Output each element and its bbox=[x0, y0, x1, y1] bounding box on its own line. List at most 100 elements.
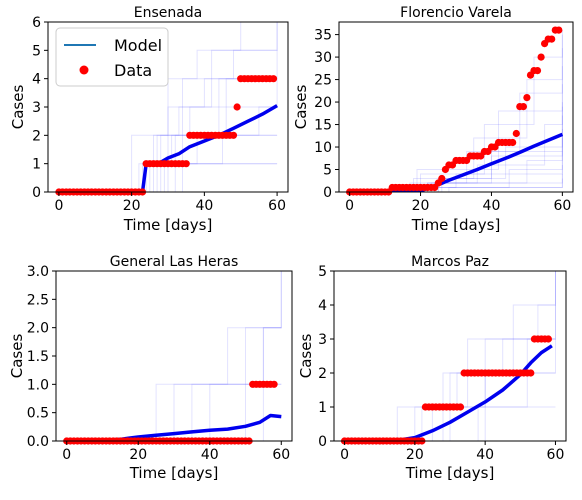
y-tick-label: 10 bbox=[314, 140, 332, 156]
y-tick-label: 5 bbox=[32, 43, 41, 59]
legend-data-swatch bbox=[79, 65, 89, 75]
model-mean-line bbox=[344, 344, 553, 441]
model-run-line bbox=[349, 138, 563, 192]
data-point bbox=[512, 129, 520, 138]
model-run-line bbox=[349, 129, 563, 192]
model-run-line bbox=[66, 271, 282, 441]
data-point bbox=[269, 75, 278, 83]
data-point bbox=[438, 174, 446, 183]
plot-data bbox=[66, 271, 282, 441]
x-tick-label: 0 bbox=[62, 447, 71, 463]
data-point bbox=[182, 160, 190, 168]
data-point bbox=[456, 403, 465, 411]
data-point bbox=[527, 369, 535, 377]
y-tick-label: 5 bbox=[318, 264, 327, 280]
y-tick-label: 30 bbox=[314, 50, 332, 66]
x-axis-label: Time [days] bbox=[129, 464, 219, 482]
y-tick-label: 1 bbox=[32, 157, 41, 173]
y-tick-label: 4 bbox=[318, 298, 327, 314]
model-run-line bbox=[344, 305, 556, 441]
data-point bbox=[544, 335, 553, 343]
panel-title: Ensenada bbox=[134, 5, 203, 21]
model-run-line bbox=[58, 22, 278, 192]
plot-area-0: 0 20 40 60 0 1 2 3 4 5 6 bbox=[32, 15, 289, 214]
y-axis-label: Cases bbox=[9, 85, 27, 130]
data-point bbox=[509, 138, 517, 147]
x-tick-label: 60 bbox=[553, 198, 571, 214]
y-tick-label: 1.5 bbox=[27, 349, 49, 365]
panel-marcos-paz: Marcos Paz Time [days] Cases bbox=[297, 254, 494, 482]
model-run-line bbox=[344, 271, 556, 441]
model-run-line bbox=[58, 106, 278, 192]
y-tick-label: 2.0 bbox=[27, 321, 49, 337]
model-run-line bbox=[58, 163, 278, 192]
y-axis-label: Cases bbox=[8, 334, 26, 379]
data-point bbox=[533, 67, 542, 75]
model-run-line bbox=[349, 174, 563, 192]
x-axis-label: Time [days] bbox=[411, 216, 501, 234]
plot-area-2: 0 20 40 60 0.0 0.5 1.0 1.5 2.0 2.5 3.0 bbox=[27, 264, 293, 463]
legend: Model Data bbox=[55, 27, 169, 87]
y-tick-label: 2 bbox=[32, 128, 41, 144]
x-tick-label: 60 bbox=[272, 447, 290, 463]
model-run-line bbox=[58, 163, 278, 192]
panel-title: Florencio Varela bbox=[400, 5, 512, 21]
model-run-line bbox=[349, 66, 563, 192]
y-tick-label: 2 bbox=[318, 366, 327, 382]
plot-area-1: 0 20 40 60 0 5 10 15 20 25 30 35 bbox=[314, 21, 574, 214]
y-tick-label: 5 bbox=[323, 163, 332, 179]
y-tick-label: 6 bbox=[32, 15, 41, 31]
data-point bbox=[523, 94, 531, 102]
model-run-line bbox=[344, 271, 556, 441]
model-run-line bbox=[344, 406, 556, 441]
axes-frame bbox=[333, 270, 567, 442]
y-tick-label: 3 bbox=[32, 100, 41, 116]
x-axis-label: Time [days] bbox=[123, 216, 213, 234]
y-tick-label: 3 bbox=[318, 332, 327, 348]
x-tick-label: 40 bbox=[195, 198, 213, 214]
y-tick-label: 20 bbox=[314, 95, 332, 111]
panel-title: General Las Heras bbox=[110, 254, 239, 270]
x-tick-label: 0 bbox=[54, 198, 63, 214]
x-tick-label: 40 bbox=[201, 447, 219, 463]
x-tick-label: 60 bbox=[268, 198, 286, 214]
y-tick-label: 35 bbox=[314, 28, 332, 44]
y-tick-label: 0 bbox=[318, 434, 327, 450]
model-run-line bbox=[344, 338, 556, 441]
x-axis-label: Time [days] bbox=[405, 464, 495, 482]
x-tick-label: 20 bbox=[406, 447, 424, 463]
x-tick-label: 40 bbox=[483, 198, 501, 214]
x-tick-label: 60 bbox=[547, 447, 565, 463]
model-run-line bbox=[349, 165, 563, 192]
y-axis-label: Cases bbox=[292, 85, 310, 130]
data-point bbox=[548, 35, 556, 43]
model-run-line bbox=[344, 271, 556, 441]
model-run-line bbox=[58, 78, 278, 192]
y-tick-label: 1.0 bbox=[27, 377, 49, 393]
x-tick-label: 0 bbox=[340, 447, 349, 463]
panel-title: Marcos Paz bbox=[411, 254, 489, 270]
y-tick-label: 0.0 bbox=[27, 434, 49, 450]
model-run-line bbox=[344, 339, 556, 441]
model-run-line bbox=[58, 78, 278, 192]
model-run-line bbox=[349, 84, 563, 192]
plot-data bbox=[349, 30, 564, 192]
x-tick-label: 20 bbox=[129, 447, 147, 463]
y-tick-label: 2.5 bbox=[27, 292, 49, 308]
data-point bbox=[555, 26, 563, 34]
y-tick-label: 0 bbox=[32, 185, 41, 201]
y-tick-label: 3.0 bbox=[27, 264, 49, 280]
y-axis-label: Cases bbox=[297, 334, 315, 379]
data-point bbox=[270, 380, 278, 388]
x-tick-label: 40 bbox=[476, 447, 494, 463]
data-point bbox=[229, 131, 238, 139]
y-tick-label: 25 bbox=[314, 73, 332, 89]
data-point bbox=[537, 53, 545, 61]
model-run-line bbox=[349, 34, 563, 192]
panel-florencio-varela: Florencio Varela Time [days] Cases bbox=[292, 5, 512, 234]
data-point bbox=[519, 103, 528, 111]
x-tick-label: 0 bbox=[345, 198, 354, 214]
y-tick-label: 4 bbox=[32, 72, 41, 88]
model-run-line bbox=[349, 48, 563, 192]
y-tick-label: 0.5 bbox=[27, 406, 49, 422]
